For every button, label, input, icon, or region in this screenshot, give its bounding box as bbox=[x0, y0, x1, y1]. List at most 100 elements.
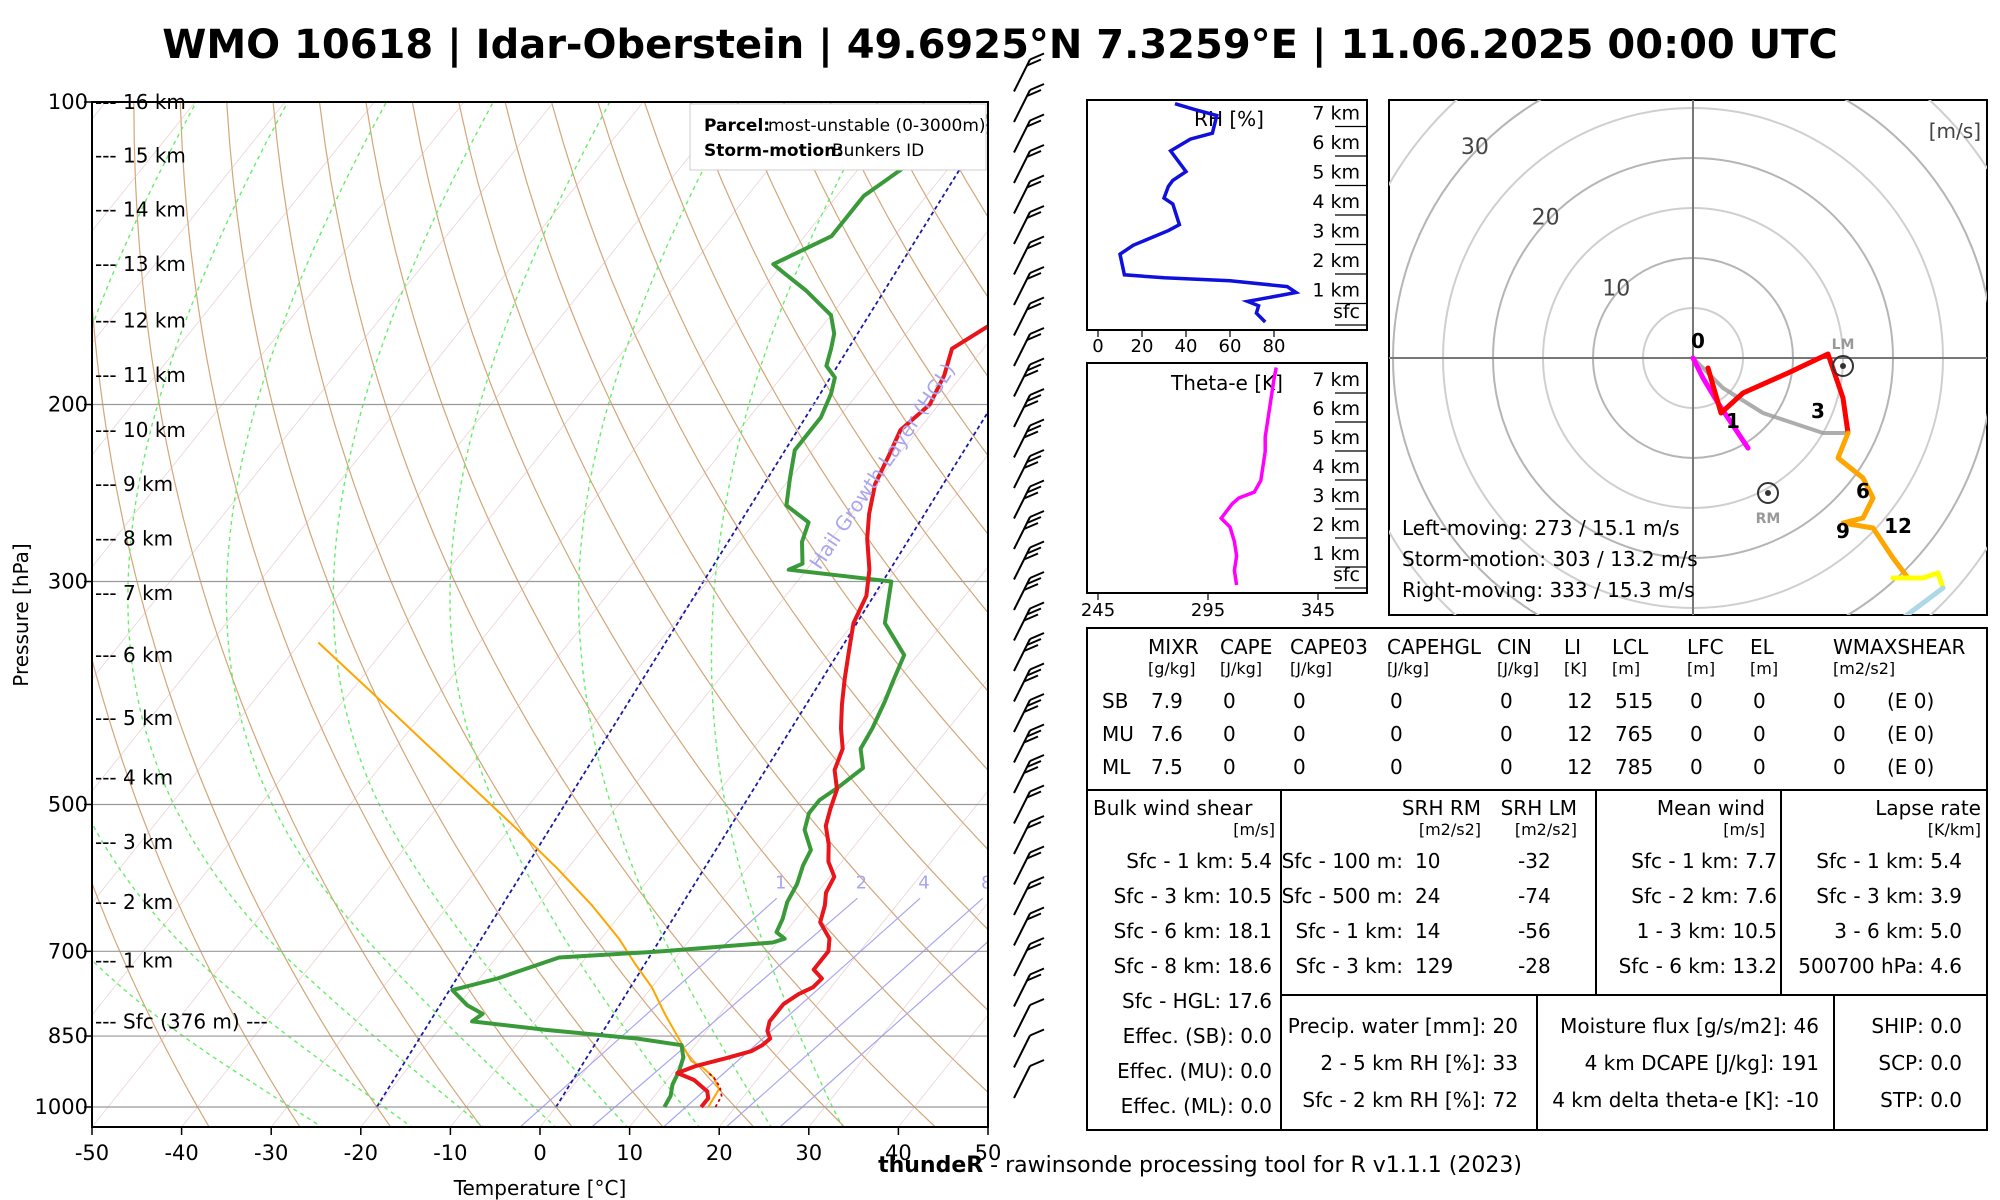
wind-barb-flag bbox=[1023, 674, 1039, 683]
parcel-path bbox=[317, 641, 721, 1108]
hodograph-height-label: 9 bbox=[1836, 519, 1850, 543]
wind-barb-flag bbox=[1029, 815, 1045, 823]
wind-barb-flag bbox=[1026, 760, 1042, 768]
storm-motion-marker bbox=[1757, 482, 1779, 504]
x-tick-label: 50 bbox=[975, 1141, 1002, 1165]
hodo-text-left: Left-moving: 273 / 15.1 m/s bbox=[1402, 516, 1680, 540]
x-tick-label: 0 bbox=[533, 1141, 546, 1165]
height-label: --- 6 km bbox=[95, 643, 173, 667]
rh-x-tick-label: 80 bbox=[1263, 336, 1286, 357]
wind-barb-flag bbox=[1029, 327, 1045, 335]
height-label: --- 14 km bbox=[95, 198, 186, 222]
wind-barb-flag bbox=[1026, 912, 1042, 921]
dry-adiabat bbox=[736, 102, 988, 536]
srh-row-name: Sfc - 3 km: bbox=[1295, 954, 1403, 978]
table-cell: 0 bbox=[1223, 722, 1236, 746]
table-cell: 0 bbox=[1833, 722, 1846, 746]
wind-barb-flag bbox=[1029, 540, 1045, 549]
rh-x-tick-label: 0 bbox=[1092, 336, 1103, 357]
srh-row-name: Sfc - 1 km: bbox=[1295, 919, 1403, 943]
isotherm bbox=[539, 566, 988, 1127]
isotherm bbox=[181, 118, 988, 1127]
isotherm bbox=[270, 230, 988, 1127]
table-cell: (E 0) bbox=[1887, 722, 1934, 746]
wind-barb-flag bbox=[1026, 943, 1042, 951]
dry-adiabat bbox=[226, 102, 664, 1127]
wind-barb-flag bbox=[1023, 552, 1039, 561]
mean-wind-row: Sfc - 6 km: 13.2 bbox=[1619, 954, 1777, 978]
wind-barb-flag bbox=[1026, 638, 1042, 646]
hodograph-mean-wind bbox=[1691, 356, 1848, 435]
wind-barb-flag bbox=[1023, 735, 1039, 744]
index-row: SCP: 0.0 bbox=[1878, 1051, 1962, 1075]
rh-height-label: 6 km bbox=[1312, 132, 1360, 154]
dry-adiabat bbox=[365, 102, 937, 1127]
wind-barb-flag bbox=[1026, 424, 1042, 433]
wind-barb-flag bbox=[1026, 851, 1042, 860]
bulk-shear-row: Effec. (ML): 0.0 bbox=[1121, 1094, 1272, 1118]
mixing-ratio-label: 1 bbox=[775, 872, 786, 893]
height-label: --- 16 km bbox=[95, 90, 186, 114]
dry-adiabat bbox=[550, 102, 988, 851]
isotherm bbox=[92, 102, 555, 680]
table-cell: 0 bbox=[1500, 722, 1513, 746]
x-tick-label: -30 bbox=[254, 1141, 288, 1165]
table-header-unit: [J/kg] bbox=[1220, 659, 1262, 678]
table-cell: 0 bbox=[1390, 722, 1403, 746]
moist-adiabat bbox=[225, 102, 557, 1127]
wind-barb-flag bbox=[1029, 235, 1045, 244]
moisture-row: Precip. water [mm]: 20 bbox=[1288, 1014, 1518, 1038]
wind-barb-flag bbox=[1029, 937, 1045, 945]
table-header: CAPE03 bbox=[1290, 635, 1368, 659]
footer: thundeR - rawinsonde processing tool for… bbox=[878, 1153, 1522, 1178]
height-label: --- 3 km bbox=[95, 830, 173, 854]
footer-text: - rawinsonde processing tool for R v1.1.… bbox=[983, 1153, 1522, 1178]
y-tick-label: 100 bbox=[48, 90, 88, 114]
wind-barb-flag bbox=[1026, 455, 1042, 463]
dry-adiabat bbox=[597, 102, 988, 772]
srh-rm-value: 129 bbox=[1415, 954, 1453, 978]
flux-row: Moisture flux [g/s/m2]: 46 bbox=[1560, 1014, 1819, 1038]
table-cell: 0 bbox=[1293, 755, 1306, 779]
height-label: --- 15 km bbox=[95, 143, 186, 167]
table-row-name: ML bbox=[1102, 755, 1131, 779]
bulk-shear-row: Effec. (SB): 0.0 bbox=[1123, 1024, 1272, 1048]
table-cell: 7.6 bbox=[1151, 722, 1183, 746]
hodo-text-right: Right-moving: 333 / 15.3 m/s bbox=[1402, 578, 1695, 602]
table-header: CAPE bbox=[1220, 635, 1272, 659]
bulk-shear-row: Sfc - 6 km: 18.1 bbox=[1114, 919, 1272, 943]
wind-barb-flag bbox=[1029, 113, 1045, 122]
moist-adiabat bbox=[449, 102, 701, 1127]
isotherm bbox=[92, 102, 465, 568]
lapse-rate-row: 3 - 6 km: 5.0 bbox=[1834, 919, 1962, 943]
theta-e-height-label: 5 km bbox=[1312, 427, 1360, 449]
lapse-rate-unit: [K/km] bbox=[1928, 820, 1981, 839]
table-header-unit: [J/kg] bbox=[1290, 659, 1332, 678]
wind-barb-flag bbox=[1029, 449, 1045, 457]
hodograph-height-label: 12 bbox=[1884, 514, 1912, 538]
rh-height-label: 5 km bbox=[1312, 162, 1360, 184]
dry-adiabat bbox=[643, 102, 988, 693]
wind-barb-flag bbox=[1026, 485, 1042, 494]
theta-e-x-tick-label: 345 bbox=[1301, 600, 1335, 621]
rh-x-tick-label: 20 bbox=[1131, 336, 1154, 357]
theta-e-height-label: 3 km bbox=[1312, 485, 1360, 507]
wind-barb-flag bbox=[1023, 369, 1039, 378]
theta-e-x-tick-label: 245 bbox=[1081, 600, 1115, 621]
dry-adiabat bbox=[92, 657, 301, 1127]
moisture-row: 2 - 5 km RH [%]: 33 bbox=[1320, 1051, 1518, 1075]
table-cell: 12 bbox=[1567, 689, 1592, 713]
wind-barb-flag bbox=[1026, 882, 1042, 890]
wind-barb-flag bbox=[1029, 266, 1045, 274]
wind-barb-flag bbox=[1026, 180, 1042, 189]
rh-height-label: 1 km bbox=[1312, 280, 1360, 302]
moist-adiabat bbox=[577, 102, 772, 1127]
bulk-shear-title: Bulk wind shear bbox=[1093, 796, 1253, 820]
height-label: --- 9 km bbox=[95, 472, 173, 496]
lapse-rate-row: Sfc - 1 km: 5.4 bbox=[1816, 849, 1962, 873]
table-header-unit: [m] bbox=[1687, 659, 1715, 678]
table-cell: 0 bbox=[1753, 689, 1766, 713]
wind-barb-flag bbox=[1029, 632, 1045, 640]
table-row-name: MU bbox=[1102, 722, 1134, 746]
mixing-ratio-line bbox=[663, 897, 921, 1127]
